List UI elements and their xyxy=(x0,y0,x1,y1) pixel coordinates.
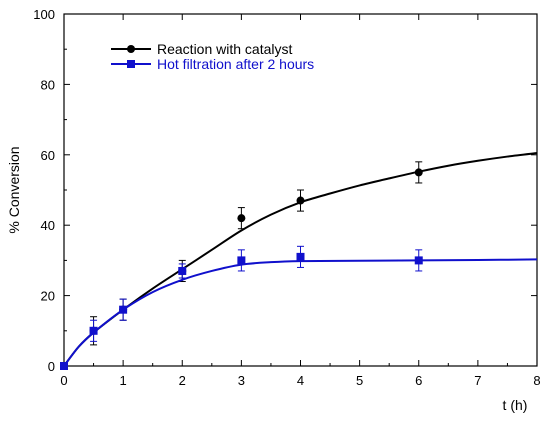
x-tick-label: 2 xyxy=(179,373,186,388)
legend-marker-catalyst xyxy=(127,45,135,53)
y-tick-label: 40 xyxy=(41,218,55,233)
data-point-catalyst xyxy=(296,196,305,205)
x-tick-label: 7 xyxy=(474,373,481,388)
legend-marker-hot-filtration xyxy=(127,60,135,68)
x-axis-label: t (h) xyxy=(503,397,528,413)
data-point-hot-filtration xyxy=(178,266,187,275)
data-point-hot-filtration xyxy=(119,305,128,314)
data-point-hot-filtration xyxy=(414,256,423,265)
data-point-catalyst xyxy=(414,168,423,177)
data-point-hot-filtration xyxy=(89,326,98,335)
x-tick-label: 3 xyxy=(238,373,245,388)
y-tick-label: 60 xyxy=(41,148,55,163)
y-tick-label: 100 xyxy=(33,7,55,22)
x-tick-label: 5 xyxy=(356,373,363,388)
data-marks xyxy=(60,152,538,370)
data-point-hot-filtration xyxy=(60,362,68,370)
x-tick-label: 8 xyxy=(533,373,540,388)
series-line-hot-filtration xyxy=(63,258,538,367)
x-tick-label: 0 xyxy=(60,373,67,388)
data-point-catalyst xyxy=(237,214,246,223)
x-tick-label: 6 xyxy=(415,373,422,388)
data-point-hot-filtration xyxy=(296,252,305,261)
y-axis-label: % Conversion xyxy=(6,146,22,233)
legend-label-catalyst: Reaction with catalyst xyxy=(157,41,293,57)
y-tick-label: 20 xyxy=(41,289,55,304)
series-hot-filtration xyxy=(60,245,538,370)
y-tick-label: 80 xyxy=(41,77,55,92)
y-tick-label: 0 xyxy=(48,359,55,374)
x-tick-label: 4 xyxy=(297,373,304,388)
data-point-hot-filtration xyxy=(237,256,246,265)
x-tick-label: 1 xyxy=(120,373,127,388)
legend-label-hot-filtration: Hot filtration after 2 hours xyxy=(157,56,314,72)
